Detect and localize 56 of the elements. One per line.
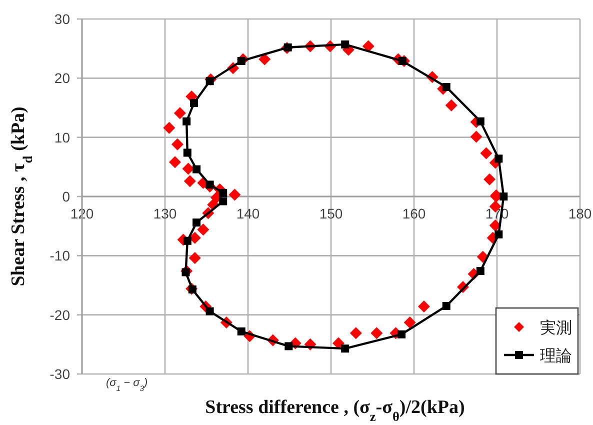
point — [484, 173, 496, 186]
point — [219, 197, 228, 206]
point — [190, 99, 198, 108]
x-axis-title: Stress difference , (σ$_{z}$-σ$_{θ}$)/2(kPa) — [205, 397, 465, 424]
point — [182, 117, 191, 126]
x-tick-label: 120 — [70, 206, 94, 222]
x-tick-label: 150 — [319, 206, 343, 222]
x-tick-label: 160 — [402, 206, 426, 222]
point — [370, 327, 383, 340]
point — [206, 307, 214, 316]
point — [228, 188, 241, 201]
point — [184, 175, 196, 188]
x-tick-label: 140 — [236, 206, 260, 222]
y-tick-label: -20 — [50, 306, 70, 323]
point — [398, 57, 406, 66]
text: (σ$_{1}$ − σ$_{3}$) — [106, 377, 148, 392]
point — [183, 148, 192, 157]
point — [168, 156, 181, 168]
point — [500, 192, 508, 200]
point — [418, 300, 430, 313]
point — [163, 122, 176, 134]
x-tick-label: 130 — [153, 206, 177, 222]
point — [258, 53, 271, 66]
point — [182, 162, 194, 175]
y-tick-label: 0 — [62, 188, 70, 204]
point — [442, 302, 450, 310]
point — [398, 330, 406, 338]
y-tick-label: -10 — [50, 248, 70, 264]
y-tick-label: -30 — [50, 366, 70, 382]
x-tick-label: 180 — [568, 206, 592, 222]
point — [362, 40, 374, 52]
point — [183, 236, 192, 245]
point — [404, 316, 416, 329]
y-tick-label: 30 — [54, 11, 70, 27]
point — [480, 147, 492, 160]
point — [332, 337, 344, 350]
y-tick-label: 20 — [54, 70, 70, 86]
point — [237, 327, 246, 336]
point — [445, 99, 458, 112]
point — [341, 344, 350, 353]
legend-label: 実測 — [540, 319, 572, 337]
point — [192, 165, 201, 174]
point — [192, 218, 201, 227]
point — [197, 224, 210, 236]
point — [350, 327, 362, 340]
point — [341, 40, 350, 48]
point — [476, 117, 484, 126]
point — [174, 107, 186, 120]
y-tick-label: 10 — [54, 129, 70, 146]
point — [171, 138, 184, 150]
legend-label: 理論 — [540, 347, 572, 365]
point — [476, 267, 484, 276]
point — [494, 230, 503, 238]
point — [188, 252, 201, 264]
point — [470, 130, 482, 143]
point — [284, 342, 293, 350]
